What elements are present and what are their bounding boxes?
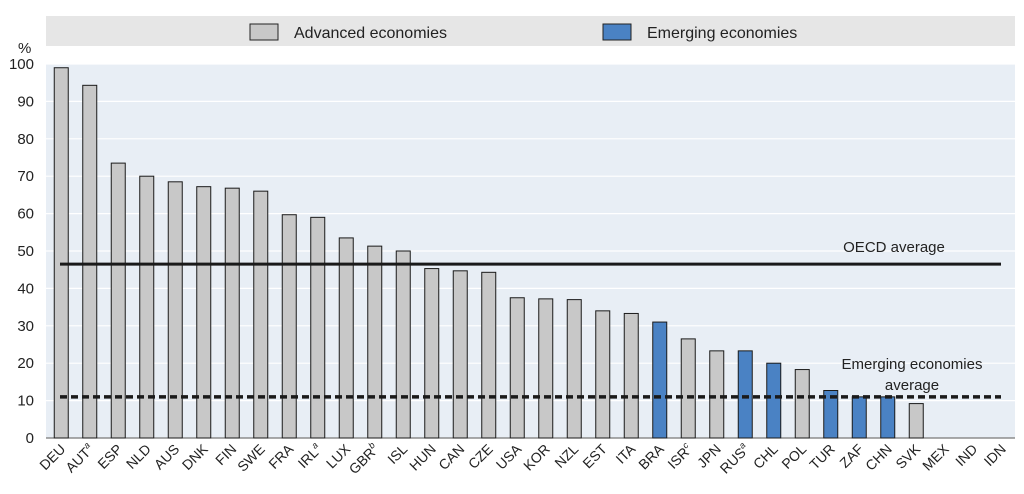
x-tick-label: CHL bbox=[750, 441, 781, 472]
legend-swatch-emerging bbox=[602, 23, 632, 41]
x-tick-label: USA bbox=[493, 440, 525, 472]
bar-fra bbox=[281, 214, 297, 439]
y-tick-label: 30 bbox=[17, 318, 34, 335]
x-tick-label: ESP bbox=[94, 441, 125, 472]
legend: Advanced economies Emerging economies bbox=[46, 16, 1015, 46]
bar-esp bbox=[110, 162, 126, 439]
bar-gbr bbox=[367, 245, 383, 439]
legend-label-advanced: Advanced economies bbox=[294, 25, 447, 42]
x-tick-label: EST bbox=[579, 440, 610, 471]
bar-isl bbox=[395, 250, 411, 439]
x-tick-label: TUR bbox=[806, 441, 838, 473]
y-tick-label: 10 bbox=[17, 393, 34, 410]
bar-deu bbox=[53, 67, 69, 439]
x-tick-label: CHN bbox=[862, 441, 895, 474]
y-tick-label: 70 bbox=[17, 168, 34, 185]
bar-swe bbox=[253, 190, 269, 439]
bar-chn bbox=[880, 396, 896, 439]
bar-aus bbox=[167, 181, 183, 439]
x-tick-label: CZE bbox=[465, 441, 496, 472]
legend-background bbox=[46, 16, 1015, 46]
x-tick-label: GBRb bbox=[345, 440, 382, 477]
x-tick-label: CAN bbox=[435, 441, 467, 473]
bar-hun bbox=[424, 268, 440, 439]
bar-lux bbox=[338, 237, 354, 439]
x-tick-label: ZAF bbox=[836, 441, 866, 471]
bar-kor bbox=[538, 298, 554, 439]
x-tick-label: ISRc bbox=[664, 440, 696, 472]
x-tick-label: HUN bbox=[406, 441, 439, 474]
bar-est bbox=[595, 310, 611, 439]
y-axis-unit-label: % bbox=[18, 40, 31, 57]
bar-fin bbox=[224, 187, 240, 439]
bar-isr bbox=[680, 338, 696, 439]
x-tick-label: ITA bbox=[612, 440, 638, 466]
oecd-average-label: OECD average bbox=[843, 239, 945, 256]
bars bbox=[53, 67, 924, 439]
x-tick-label: NLD bbox=[123, 441, 154, 472]
y-tick-label: 20 bbox=[17, 355, 34, 372]
x-tick-label: FRA bbox=[265, 440, 297, 472]
bar-ita bbox=[623, 312, 639, 439]
legend-label-emerging: Emerging economies bbox=[647, 25, 797, 42]
bar-usa bbox=[509, 297, 525, 439]
y-tick-label: 80 bbox=[17, 131, 34, 148]
bar-can bbox=[452, 270, 468, 439]
x-tick-label: KOR bbox=[520, 441, 553, 474]
reference-lines: OECD average Emerging economies average bbox=[60, 239, 1001, 399]
legend-swatch-advanced bbox=[249, 23, 279, 41]
y-tick-label: 90 bbox=[17, 93, 34, 110]
y-tick-label: 60 bbox=[17, 206, 34, 223]
bar-svk bbox=[908, 403, 924, 439]
x-tick-label: BRA bbox=[635, 440, 667, 472]
y-tick-label: 40 bbox=[17, 280, 34, 297]
bar-irl bbox=[310, 216, 326, 439]
emerging-average-label-line2: average bbox=[885, 377, 939, 394]
x-tick-label: IRLa bbox=[294, 440, 325, 471]
x-tick-label: AUS bbox=[151, 441, 183, 473]
y-tick-label: 100 bbox=[9, 56, 34, 73]
x-tick-label: IDN bbox=[980, 441, 1008, 469]
x-tick-label: DNK bbox=[179, 440, 212, 473]
bar-nld bbox=[139, 175, 155, 439]
bar-rus bbox=[737, 350, 753, 439]
x-tick-label: POL bbox=[778, 441, 809, 472]
bar-bra bbox=[652, 321, 668, 439]
emerging-average-label-line1: Emerging economies bbox=[842, 356, 983, 373]
y-tick-label: 50 bbox=[17, 243, 34, 260]
x-tick-label: NZL bbox=[551, 441, 581, 471]
x-tick-label: AUTa bbox=[62, 440, 97, 475]
bar-pol bbox=[794, 369, 810, 439]
bar-chl bbox=[766, 362, 782, 439]
bar-aut bbox=[82, 84, 98, 439]
bar-nzl bbox=[566, 299, 582, 439]
x-tick-label: DEU bbox=[36, 441, 68, 473]
y-tick-label: 0 bbox=[26, 430, 34, 447]
bar-zaf bbox=[851, 396, 867, 439]
x-tick-label: SVK bbox=[892, 440, 924, 472]
bar-tur bbox=[823, 390, 839, 439]
x-tick-label: SWE bbox=[234, 441, 268, 475]
x-tick-label: IND bbox=[952, 441, 980, 469]
bar-dnk bbox=[196, 186, 212, 439]
bar-jpn bbox=[709, 350, 725, 439]
x-tick-label: MEX bbox=[919, 440, 952, 473]
bar-cze bbox=[481, 271, 497, 439]
x-tick-label: RUSa bbox=[716, 440, 752, 476]
y-axis-ticks: 0 10 20 30 40 50 60 70 80 90 100 bbox=[9, 56, 34, 447]
